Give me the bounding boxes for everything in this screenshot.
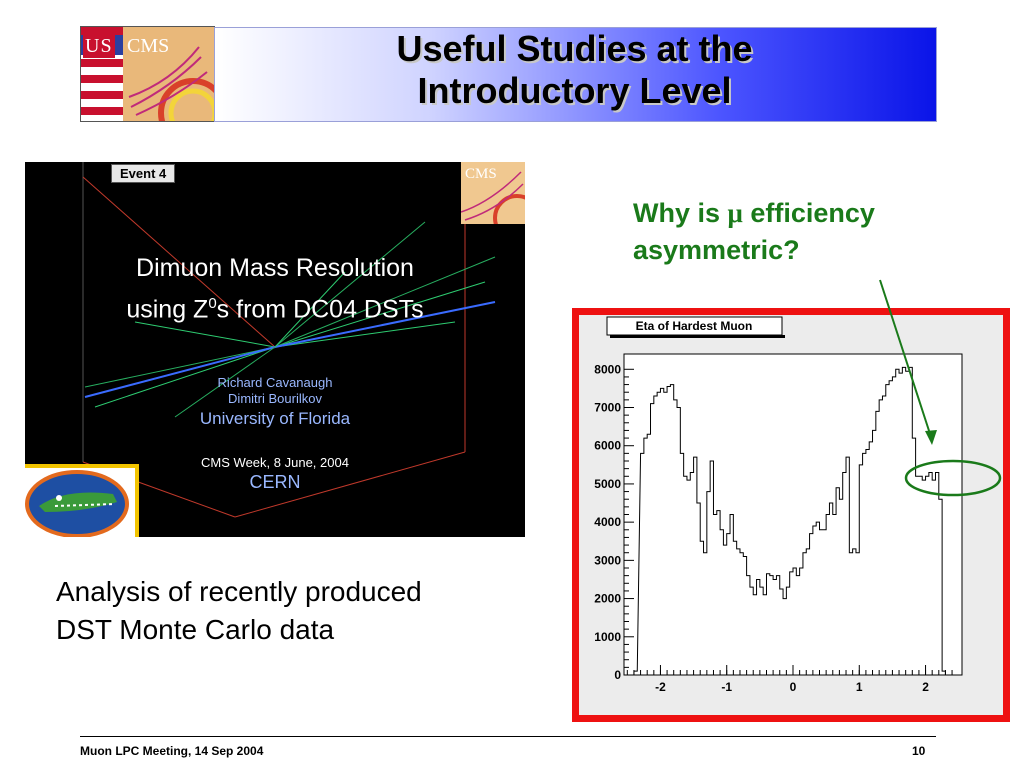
us-cms-logo: US CMS (80, 26, 215, 122)
embedded-meeting: CMS Week, 8 June, 2004 (201, 455, 349, 470)
question-line1-pre: Why is (633, 198, 728, 228)
x-tick-label: 0 (790, 680, 797, 694)
cms-small-logo-text: CMS (465, 166, 497, 182)
embedded-author2: Dimitri Bourilkov (228, 391, 322, 406)
description-line2: DST Monte Carlo data (56, 614, 335, 645)
y-tick-label: 7000 (594, 401, 621, 415)
event-display-lines (82, 162, 496, 518)
event-label: Event 4 (111, 164, 176, 183)
y-tick-label: 4000 (594, 515, 621, 529)
embedded-place: CERN (249, 472, 301, 492)
mu-symbol: μ (727, 198, 743, 228)
description-text: Analysis of recently produced DST Monte … (56, 573, 422, 649)
embedded-authors: Richard Cavanaugh Dimitri Bourilkov (85, 375, 465, 407)
x-tick-label: 1 (856, 680, 863, 694)
question-line1-post: efficiency (742, 198, 875, 228)
logo-cms-text: CMS (127, 35, 170, 57)
slide-title: Useful Studies at the Introductory Level (214, 28, 935, 112)
embedded-title-line2-pre: using Z (126, 295, 209, 324)
y-tick-label: 3000 (594, 553, 621, 567)
description-line1: Analysis of recently produced (56, 576, 422, 607)
y-tick-label: 0 (614, 668, 621, 682)
embedded-title-line2-post: s from DC04 DSTs (216, 295, 424, 324)
embedded-title-line2: using Z0s from DC04 DSTs (85, 286, 465, 327)
question-line2: asymmetric? (633, 235, 800, 265)
page-number: 10 (912, 744, 926, 758)
y-tick-label: 2000 (594, 592, 621, 606)
plot-area (623, 353, 963, 676)
y-tick-label: 1000 (594, 630, 621, 644)
florida-gator-logo (25, 464, 139, 537)
question-line1: Why is μ efficiency (633, 195, 875, 232)
y-tick-label: 5000 (594, 477, 621, 491)
y-tick-label: 6000 (594, 439, 621, 453)
footer-meeting: Muon LPC Meeting, 14 Sep 2004 (80, 744, 264, 758)
cms-small-logo: CMS (461, 162, 525, 224)
slide-title-line2: Introductory Level (417, 70, 732, 111)
embedded-title-line1: Dimuon Mass Resolution (136, 254, 414, 282)
embedded-author1: Richard Cavanaugh (217, 375, 333, 390)
title-banner (214, 27, 937, 122)
logo-us-text: US (83, 35, 115, 58)
embedded-title: Dimuon Mass Resolution using Z0s from DC… (85, 250, 465, 327)
footer-divider (80, 736, 936, 737)
histogram-plot: Eta of Hardest Muon 0 1000 2000 3000 4000 5000… (594, 316, 963, 694)
histogram-frame: Eta of Hardest Muon 0 1000 2000 3000 4000 5000… (572, 308, 1010, 722)
x-tick-label: -1 (721, 680, 732, 694)
x-tick-label: 2 (922, 680, 929, 694)
histogram-title: Eta of Hardest Muon (636, 319, 753, 333)
embedded-slide-image: Event 4 CMS Dimuon Mass Resolution using… (25, 162, 525, 537)
slide-title-line1: Useful Studies at the (396, 28, 753, 69)
embedded-title-sup: 0 (208, 295, 217, 312)
histogram-title-shadow (610, 335, 785, 338)
embedded-institution: University of Florida (199, 409, 351, 428)
x-tick-label: -2 (655, 680, 666, 694)
y-tick-label: 8000 (594, 362, 621, 376)
question-text: Why is μ efficiency asymmetric? (633, 195, 875, 269)
